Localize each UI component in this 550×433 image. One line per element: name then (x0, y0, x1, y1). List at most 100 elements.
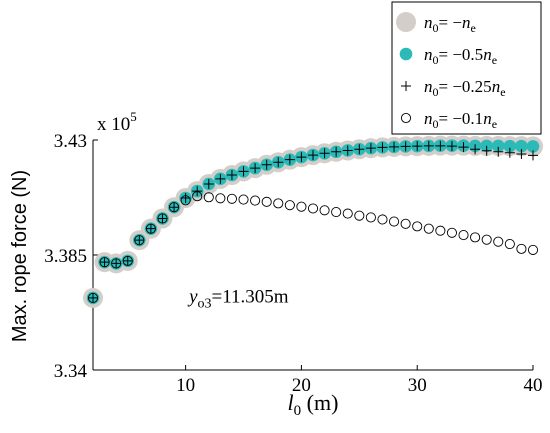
legend-entry-3: n0= −0.25ne (401, 77, 506, 99)
data-point (192, 186, 203, 197)
legend-label-part: n (424, 77, 433, 96)
x-axis-label-main: l (288, 390, 294, 415)
data-point (169, 202, 180, 213)
data-point (423, 223, 434, 234)
data-point (203, 178, 214, 189)
data-point (238, 166, 249, 177)
y-ticks: 3.34 3.385 3.43 (44, 131, 98, 382)
data-point (145, 223, 156, 234)
data-point (342, 208, 353, 219)
data-point (516, 149, 527, 160)
data-point (180, 195, 191, 206)
data-point (412, 141, 423, 152)
data-point (377, 214, 388, 225)
data-point (145, 223, 156, 234)
data-point (307, 203, 319, 214)
legend-label-part: n (483, 109, 492, 128)
legend-label-part: n (492, 77, 501, 96)
data-point (238, 194, 249, 205)
series-4 (87, 191, 539, 303)
data-point (365, 212, 376, 223)
data-point (157, 213, 168, 224)
x-tick-label: 10 (176, 375, 195, 396)
data-point (284, 154, 295, 165)
data-point (527, 244, 539, 255)
data-point (169, 202, 180, 213)
data-point (180, 193, 191, 204)
data-point (493, 236, 504, 247)
data-point (446, 227, 457, 238)
legend-marker (399, 47, 413, 61)
y-tick-label: 3.43 (54, 131, 87, 152)
legend-label-part: = −0.1 (439, 109, 484, 128)
legend-label-part: n (424, 109, 433, 128)
data-point (503, 139, 517, 153)
data-point (273, 157, 284, 168)
x-tick-label: 30 (408, 375, 427, 396)
legend-label-part: = − (439, 13, 462, 32)
data-point (528, 150, 538, 161)
data-point (400, 218, 411, 229)
data-point (481, 145, 492, 156)
y-multiplier-exp: 5 (130, 109, 137, 124)
annotation-main: y (187, 286, 198, 307)
legend-box (391, 1, 542, 135)
data-point (516, 243, 527, 254)
data-point (365, 143, 376, 154)
data-point (389, 141, 400, 152)
data-point (215, 193, 226, 204)
series-3 (88, 140, 538, 303)
data-point (504, 147, 515, 158)
legend-entry-1: n0= −ne (396, 12, 476, 35)
data-point (435, 225, 446, 236)
legend-entry-2: n0= −0.5ne (399, 45, 497, 67)
x-tick-label: 20 (292, 375, 311, 396)
data-point (446, 141, 457, 152)
data-point (331, 146, 342, 157)
data-point (261, 196, 272, 207)
annotation-sub: o3 (198, 296, 212, 311)
data-point (435, 140, 446, 151)
data-point (331, 207, 342, 218)
legend-label-part: e (500, 85, 505, 99)
legend-label: n0= −ne (424, 13, 476, 35)
data-point (377, 142, 388, 153)
data-point (354, 144, 365, 155)
x-axis-label: l0 (m) (288, 390, 339, 419)
y-tick-label: 3.385 (44, 246, 87, 267)
series-layer (83, 135, 543, 308)
legend-label-part: 0 (433, 117, 439, 131)
legend-label-part: = −0.25 (439, 77, 492, 96)
x-ticks: 10 20 30 40 (176, 365, 543, 396)
data-point (250, 195, 261, 206)
data-point (134, 235, 145, 246)
data-point (491, 139, 505, 153)
data-point (470, 232, 481, 243)
data-point (400, 141, 411, 152)
data-point (458, 142, 469, 153)
data-point (423, 140, 434, 151)
data-point (412, 221, 423, 232)
data-point (342, 145, 353, 156)
legend-label-part: e (492, 117, 497, 131)
legend-label: n0= −0.5ne (424, 45, 497, 67)
legend-marker (401, 81, 411, 91)
data-point (87, 292, 99, 303)
legend-label-part: e (492, 53, 497, 67)
data-point (99, 257, 110, 268)
data-point (526, 140, 540, 153)
data-point (458, 230, 469, 241)
data-point (122, 255, 133, 266)
data-point (261, 159, 272, 170)
data-point (226, 193, 237, 204)
data-point (99, 257, 110, 268)
data-point (308, 150, 318, 161)
series-1 (83, 135, 543, 308)
data-point (157, 213, 168, 224)
legend-label-part: 0 (433, 85, 439, 99)
plot-area (92, 140, 533, 371)
data-point (296, 201, 307, 212)
legend-label-part: n (462, 13, 471, 32)
legend-label: n0= −0.1ne (424, 109, 497, 131)
